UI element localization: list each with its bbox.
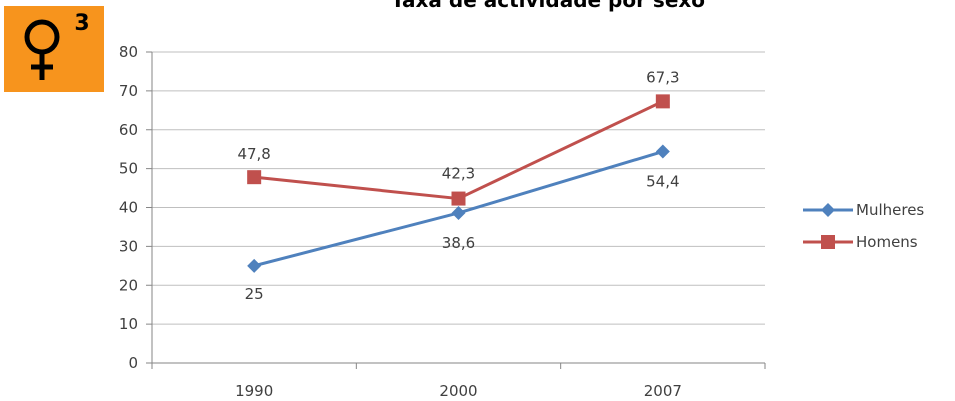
y-tick-label: 60 (119, 121, 138, 139)
y-tick-label: 10 (119, 315, 138, 333)
series-mulheres: 25 38,6 54,4 (245, 144, 680, 303)
data-point (655, 94, 670, 109)
y-tick-label: 0 (128, 354, 138, 372)
x-tick-label: 1990 (235, 382, 273, 400)
data-label: 42,3 (442, 165, 475, 183)
legend-marker (821, 235, 835, 249)
y-tick-label: 20 (119, 276, 138, 294)
data-point (451, 205, 466, 220)
data-point (247, 258, 262, 273)
y-tick-label: 40 (119, 199, 138, 217)
data-label: 47,8 (237, 145, 270, 163)
x-tick-label: 2000 (439, 382, 477, 400)
legend-item-homens: Homens (803, 233, 918, 251)
series: 25 38,6 54,4 47,8 42,3 67,3 (237, 68, 679, 302)
data-point (451, 191, 466, 206)
legend-marker (821, 203, 835, 217)
data-label: 25 (245, 285, 264, 303)
data-point (655, 144, 670, 159)
legend-label: Homens (856, 233, 918, 251)
female-symbol-icon (24, 19, 60, 80)
series-homens: 47,8 42,3 67,3 (237, 68, 680, 206)
badge: 3 (4, 6, 104, 92)
axes: 0 10 20 30 40 50 60 70 80 1990 2000 2007 (119, 43, 766, 400)
chart-title: Taxa de actividade por sexo (391, 0, 705, 12)
y-tick-label: 80 (119, 43, 138, 61)
badge-number: 3 (74, 11, 89, 36)
x-tick-label: 2007 (644, 382, 682, 400)
y-tick-label: 70 (119, 82, 138, 100)
y-tick-label: 50 (119, 160, 138, 178)
series-line (254, 100, 664, 201)
data-label: 38,6 (442, 234, 475, 252)
data-label: 67,3 (646, 68, 679, 86)
legend-label: Mulheres (856, 201, 924, 219)
data-label: 54,4 (646, 173, 679, 191)
legend-item-mulheres: Mulheres (803, 201, 924, 219)
legend: Mulheres Homens (803, 201, 924, 251)
data-point (247, 170, 262, 185)
y-tick-label: 30 (119, 237, 138, 255)
